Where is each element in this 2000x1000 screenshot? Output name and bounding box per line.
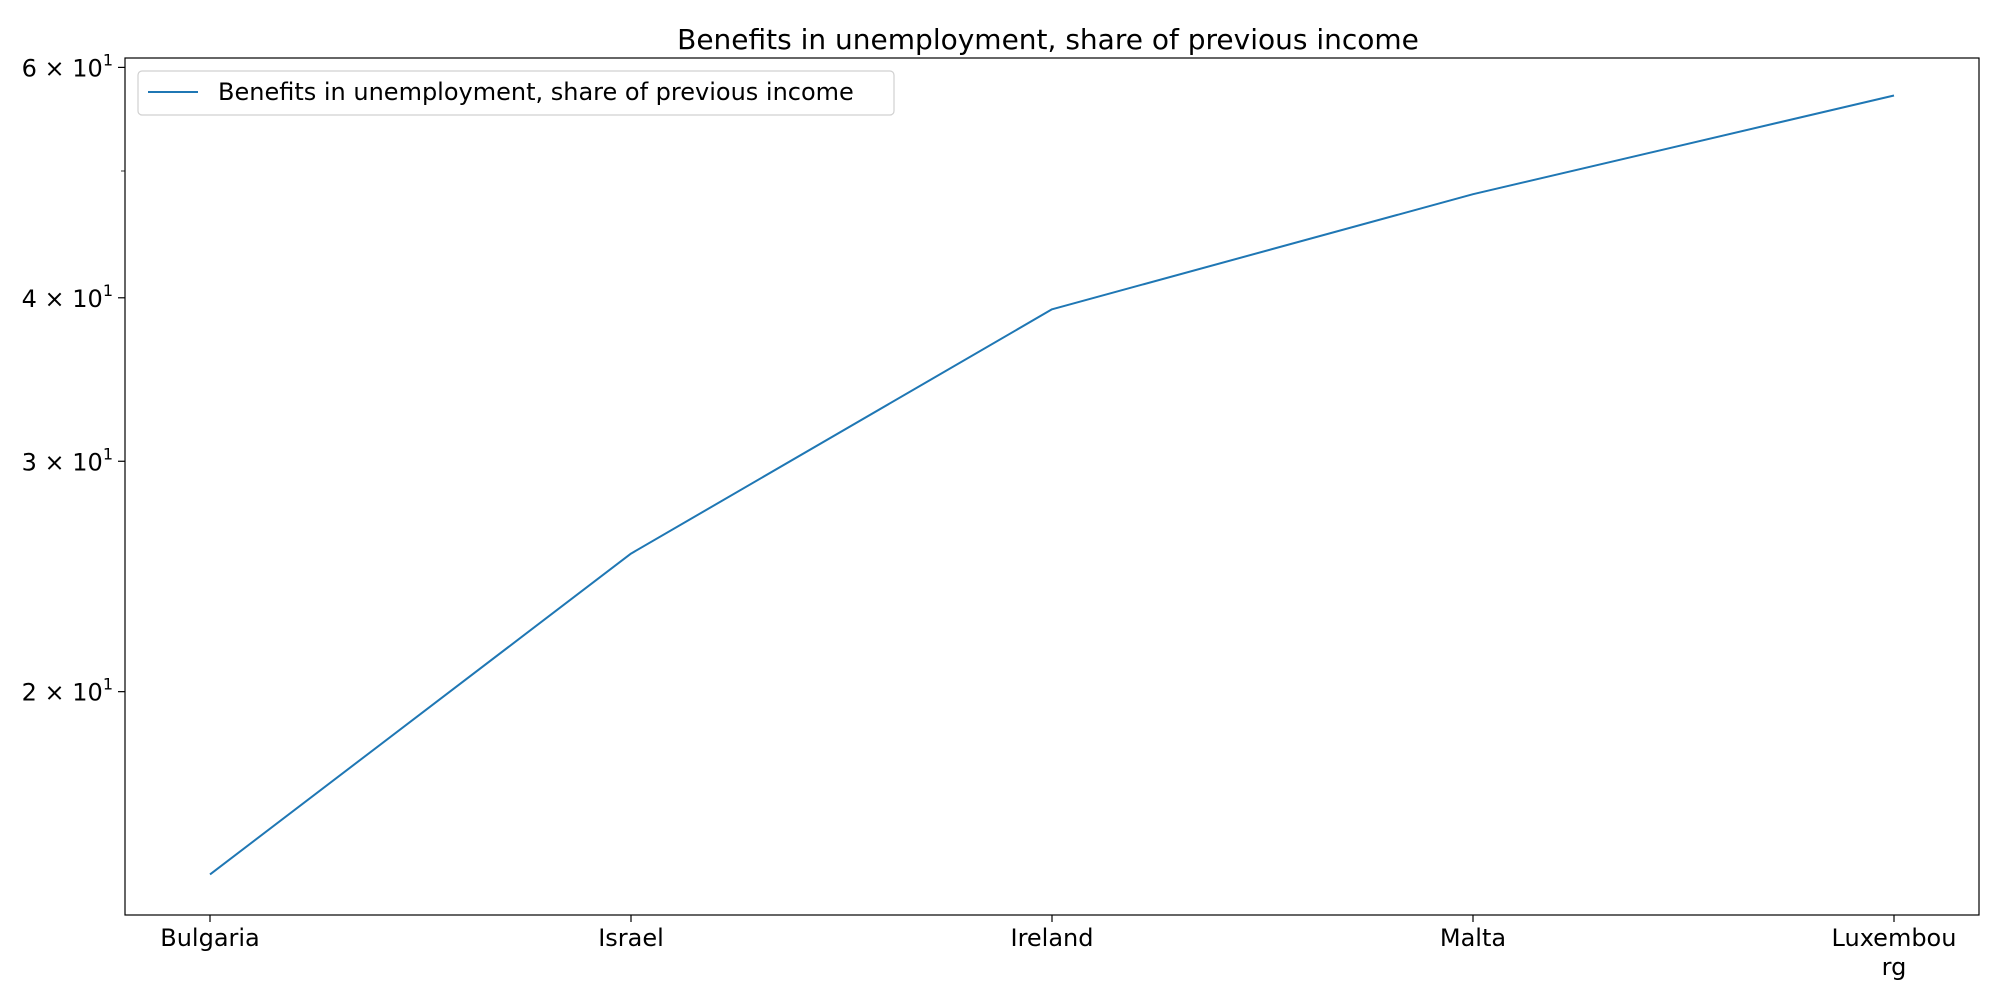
y-tick-label: 6 × 101	[22, 50, 113, 82]
x-tick-label: Malta	[1440, 924, 1506, 952]
legend-box	[137, 70, 895, 116]
series-line	[209, 94, 1895, 876]
series-layer	[209, 94, 1895, 876]
y-tick-label: 2 × 101	[22, 675, 113, 707]
y-tick-label: 4 × 101	[22, 281, 113, 313]
x-tick-label: Luxembou rg	[1832, 924, 1957, 981]
y-tick-label: 3 × 101	[22, 444, 113, 476]
legend-label: Benefits in unemployment, share of previ…	[218, 78, 854, 106]
chart-title: Benefits in unemployment, share of previ…	[677, 23, 1419, 56]
x-tick-label: Bulgaria	[160, 924, 260, 952]
x-tick-label: Ireland	[1010, 924, 1093, 952]
y-axis: 2 × 101 3 × 101 4 × 101 6 × 101	[22, 50, 125, 707]
legend: Benefits in unemployment, share of previ…	[137, 70, 895, 116]
x-axis: Bulgaria Israel Ireland Malta Luxembou rg	[160, 915, 1956, 981]
plot-area	[124, 57, 1980, 916]
x-tick-label: Israel	[598, 924, 664, 952]
